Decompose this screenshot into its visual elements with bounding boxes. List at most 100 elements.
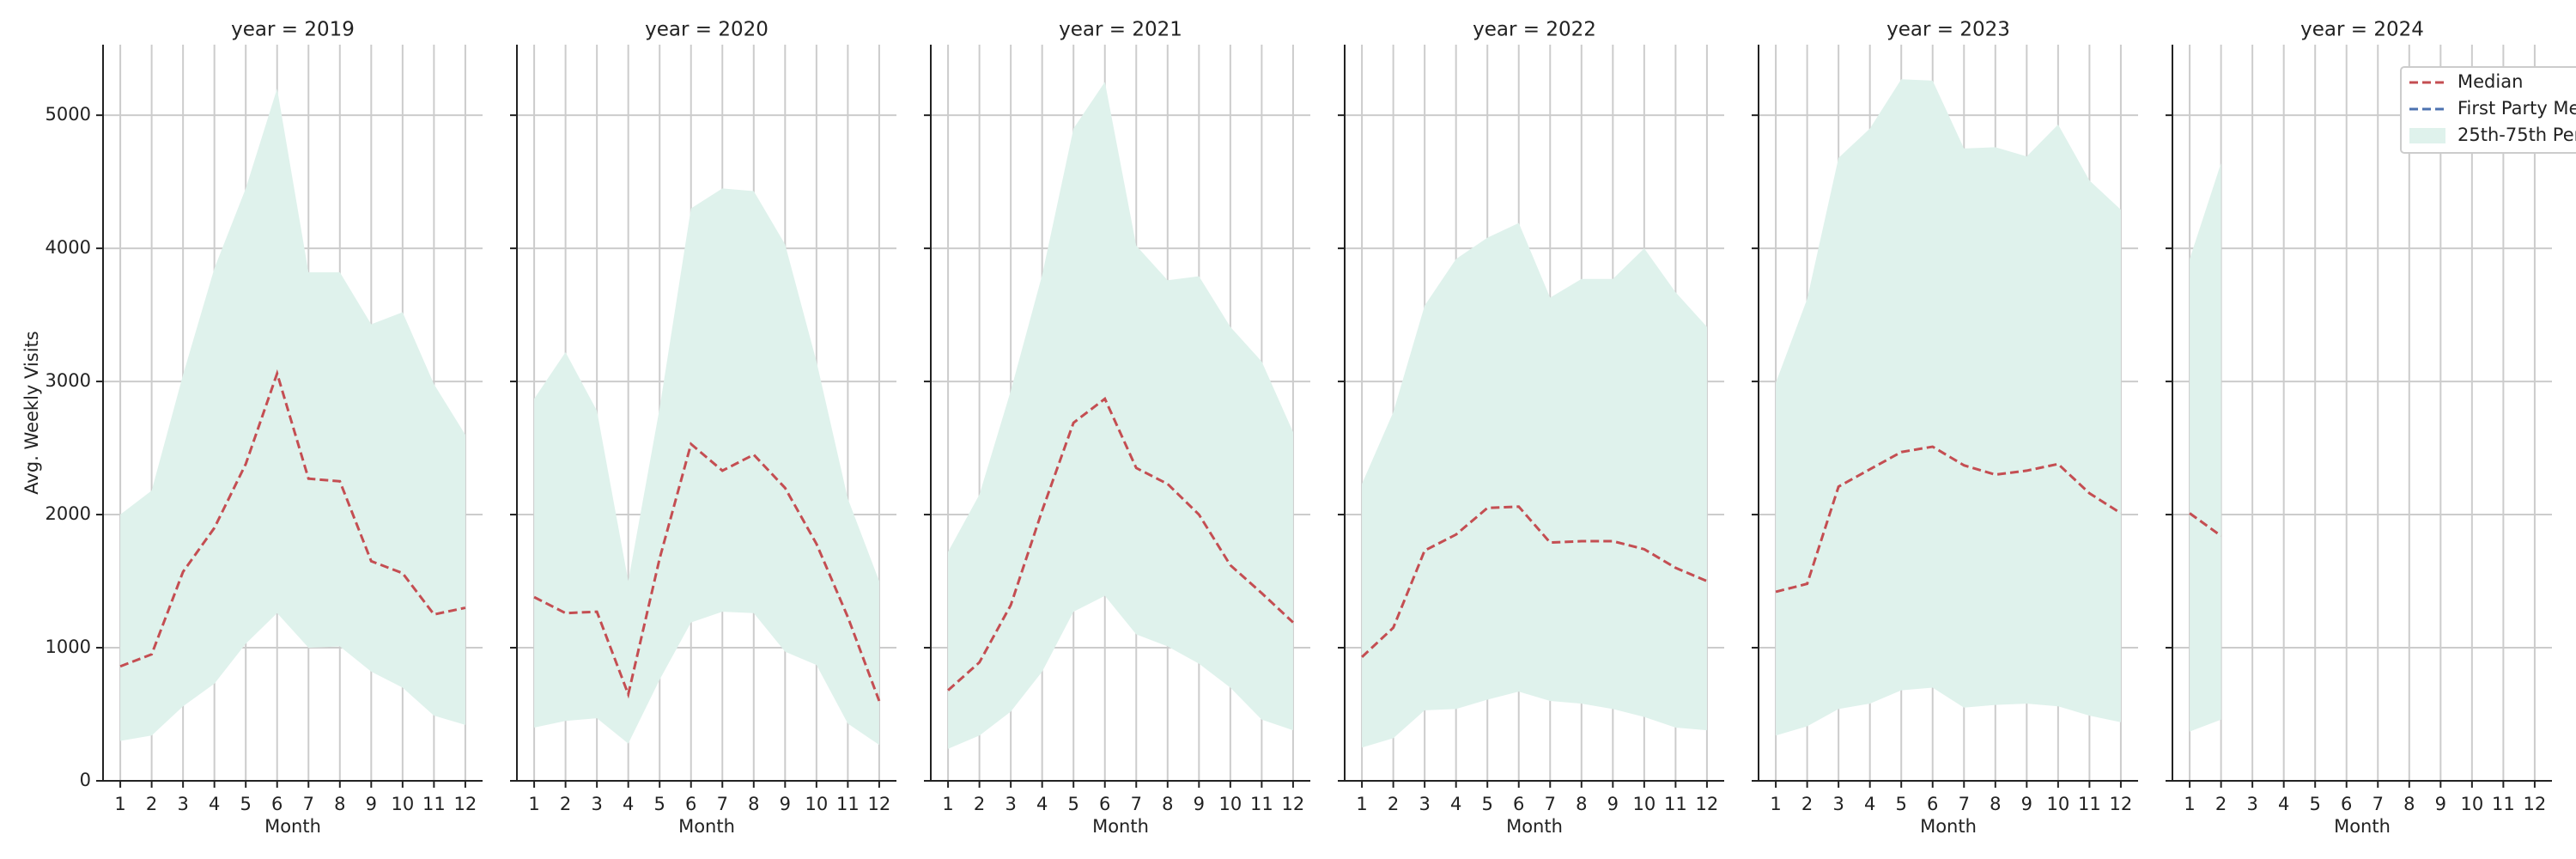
x-tick-label: 5 bbox=[1482, 794, 1493, 814]
x-tick-label: 2 bbox=[2215, 794, 2227, 814]
x-tick-label: 3 bbox=[591, 794, 602, 814]
legend-swatch bbox=[2409, 128, 2445, 143]
y-tick-label: 3000 bbox=[46, 370, 91, 391]
x-tick-label: 2 bbox=[1801, 794, 1813, 814]
y-tick-label: 2000 bbox=[46, 503, 91, 524]
percentile-band bbox=[2190, 162, 2221, 732]
x-axis-label: Month bbox=[678, 816, 735, 837]
x-tick-label: 1 bbox=[2184, 794, 2195, 814]
x-tick-label: 1 bbox=[1356, 794, 1367, 814]
x-tick-label: 5 bbox=[240, 794, 252, 814]
x-tick-label: 12 bbox=[868, 794, 891, 814]
x-tick-label: 1 bbox=[1770, 794, 1781, 814]
x-tick-label: 12 bbox=[2110, 794, 2133, 814]
x-tick-label: 2 bbox=[974, 794, 985, 814]
panel-title: year = 2022 bbox=[1473, 19, 1596, 41]
x-tick-label: 10 bbox=[2046, 794, 2069, 814]
x-tick-label: 4 bbox=[623, 794, 634, 814]
x-tick-label: 2 bbox=[146, 794, 157, 814]
percentile-band bbox=[1776, 79, 2121, 736]
x-tick-label: 4 bbox=[1036, 794, 1048, 814]
legend: Median First Party Median 25th-75th Percen… bbox=[2400, 66, 2576, 154]
x-tick-label: 8 bbox=[1162, 794, 1173, 814]
x-tick-label: 8 bbox=[748, 794, 759, 814]
x-tick-label: 9 bbox=[1607, 794, 1619, 814]
median-line bbox=[1361, 505, 1708, 658]
percentile-band bbox=[534, 188, 879, 746]
x-tick-label: 7 bbox=[1545, 794, 1556, 814]
x-tick-label: 6 bbox=[1099, 794, 1110, 814]
x-tick-label: 12 bbox=[2524, 794, 2547, 814]
x-tick-label: 4 bbox=[1450, 794, 1461, 814]
x-tick-label: 11 bbox=[1250, 794, 1273, 814]
x-tick-label: 7 bbox=[1131, 794, 1142, 814]
x-axis-label: Month bbox=[1506, 816, 1563, 837]
x-tick-label: 5 bbox=[1896, 794, 1907, 814]
x-tick-label: 2 bbox=[560, 794, 571, 814]
x-tick-label: 6 bbox=[271, 794, 283, 814]
x-tick-label: 12 bbox=[1696, 794, 1719, 814]
y-tick-label: 0 bbox=[80, 770, 91, 790]
x-tick-label: 7 bbox=[717, 794, 728, 814]
x-tick-label: 5 bbox=[2310, 794, 2321, 814]
x-tick-label: 3 bbox=[1005, 794, 1016, 814]
x-tick-label: 11 bbox=[2078, 794, 2101, 814]
x-tick-label: 9 bbox=[1194, 794, 1205, 814]
x-tick-label: 11 bbox=[1664, 794, 1687, 814]
x-tick-label: 9 bbox=[2021, 794, 2032, 814]
x-tick-label: 8 bbox=[2403, 794, 2415, 814]
x-tick-label: 12 bbox=[1282, 794, 1305, 814]
x-tick-label: 8 bbox=[1576, 794, 1587, 814]
x-tick-label: 11 bbox=[422, 794, 446, 814]
panel-title: year = 2020 bbox=[645, 19, 769, 41]
x-tick-label: 9 bbox=[2435, 794, 2446, 814]
y-tick-label: 1000 bbox=[46, 637, 91, 657]
x-tick-label: 3 bbox=[177, 794, 188, 814]
y-tick-label: 4000 bbox=[46, 237, 91, 258]
percentile-band bbox=[948, 82, 1293, 749]
panel-title: year = 2019 bbox=[231, 19, 355, 41]
median-line bbox=[1775, 445, 2122, 594]
x-tick-label: 10 bbox=[1218, 794, 1242, 814]
x-tick-label: 6 bbox=[685, 794, 696, 814]
x-tick-label: 8 bbox=[1990, 794, 2001, 814]
x-tick-label: 10 bbox=[805, 794, 828, 814]
legend-label: Median bbox=[2458, 71, 2523, 92]
x-tick-label: 7 bbox=[2372, 794, 2384, 814]
y-axis-label: Avg. Weekly Visits bbox=[21, 331, 42, 494]
x-tick-label: 5 bbox=[654, 794, 665, 814]
panel-title: year = 2024 bbox=[2300, 19, 2424, 41]
x-tick-label: 3 bbox=[1419, 794, 1430, 814]
x-axis-label: Month bbox=[1092, 816, 1149, 837]
x-tick-label: 9 bbox=[780, 794, 791, 814]
legend-label: First Party Median bbox=[2458, 98, 2576, 119]
x-tick-label: 7 bbox=[303, 794, 314, 814]
median-line bbox=[119, 369, 466, 668]
x-tick-label: 8 bbox=[334, 794, 345, 814]
x-tick-label: 4 bbox=[1864, 794, 1875, 814]
x-tick-label: 3 bbox=[2246, 794, 2257, 814]
x-tick-label: 1 bbox=[528, 794, 539, 814]
x-tick-label: 12 bbox=[454, 794, 477, 814]
median-line bbox=[533, 442, 881, 702]
percentile-band bbox=[120, 88, 465, 741]
x-tick-label: 11 bbox=[2492, 794, 2515, 814]
x-tick-label: 6 bbox=[2341, 794, 2352, 814]
x-axis-label: Month bbox=[1920, 816, 1977, 837]
x-tick-label: 11 bbox=[836, 794, 860, 814]
median-line bbox=[947, 396, 1294, 691]
x-tick-label: 3 bbox=[1832, 794, 1844, 814]
panel-title: year = 2021 bbox=[1059, 19, 1182, 41]
x-axis-label: Month bbox=[2334, 816, 2391, 837]
x-tick-label: 1 bbox=[942, 794, 953, 814]
x-tick-label: 10 bbox=[2460, 794, 2483, 814]
x-tick-label: 4 bbox=[2278, 794, 2289, 814]
x-tick-label: 7 bbox=[1959, 794, 1970, 814]
panel-title: year = 2023 bbox=[1886, 19, 2010, 41]
y-tick-label: 5000 bbox=[46, 104, 91, 125]
x-tick-label: 2 bbox=[1388, 794, 1399, 814]
x-tick-label: 10 bbox=[1632, 794, 1656, 814]
x-tick-label: 5 bbox=[1068, 794, 1079, 814]
x-tick-label: 6 bbox=[1927, 794, 1938, 814]
